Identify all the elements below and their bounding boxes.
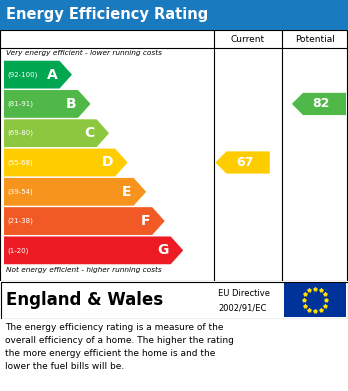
Text: D: D (102, 156, 113, 170)
Text: 67: 67 (236, 156, 253, 169)
Text: (1-20): (1-20) (7, 247, 29, 254)
Text: Current: Current (231, 34, 265, 43)
Polygon shape (4, 119, 109, 147)
Text: Not energy efficient - higher running costs: Not energy efficient - higher running co… (6, 267, 162, 273)
Text: (92-100): (92-100) (7, 72, 37, 78)
Text: F: F (141, 214, 150, 228)
Text: A: A (47, 68, 57, 82)
Text: B: B (65, 97, 76, 111)
Text: Potential: Potential (295, 34, 335, 43)
Polygon shape (4, 61, 72, 88)
Bar (284, 283, 346, 317)
Text: (69-80): (69-80) (7, 130, 33, 136)
Text: 82: 82 (313, 97, 330, 110)
Text: E: E (122, 185, 132, 199)
Text: (55-68): (55-68) (7, 159, 33, 166)
Text: G: G (157, 243, 169, 257)
Text: The energy efficiency rating is a measure of the
overall efficiency of a home. T: The energy efficiency rating is a measur… (5, 323, 234, 371)
Text: (39-54): (39-54) (7, 188, 33, 195)
Polygon shape (215, 151, 270, 174)
Polygon shape (4, 149, 128, 176)
Text: (21-38): (21-38) (7, 218, 33, 224)
Polygon shape (4, 178, 146, 206)
Polygon shape (4, 237, 183, 264)
Text: C: C (84, 126, 95, 140)
Text: Energy Efficiency Rating: Energy Efficiency Rating (6, 7, 208, 23)
Polygon shape (292, 93, 346, 115)
Text: Very energy efficient - lower running costs: Very energy efficient - lower running co… (6, 50, 162, 56)
Text: 2002/91/EC: 2002/91/EC (218, 303, 266, 312)
Text: (81-91): (81-91) (7, 100, 33, 107)
Polygon shape (4, 90, 90, 118)
Polygon shape (4, 207, 165, 235)
Text: England & Wales: England & Wales (6, 291, 163, 309)
Text: EU Directive: EU Directive (218, 289, 270, 298)
